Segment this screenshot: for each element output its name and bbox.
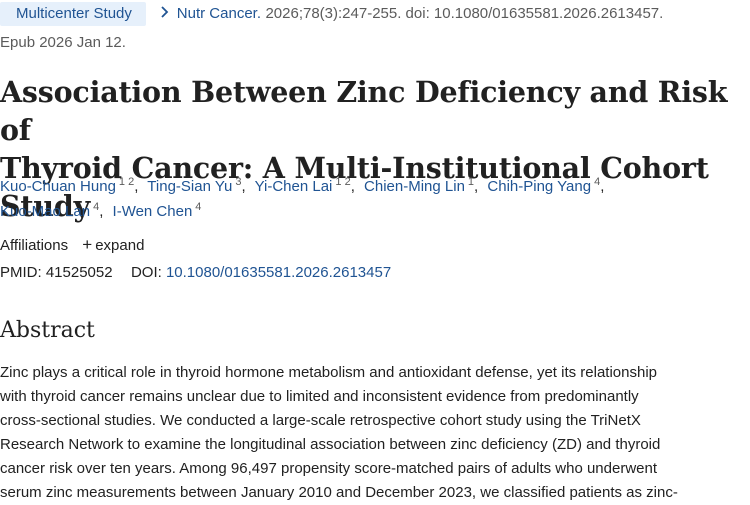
author-link[interactable]: Yi-Chen Lai: [254, 178, 333, 195]
pmid-value: 41525052: [45, 264, 113, 281]
abstract-heading: Abstract: [0, 318, 95, 343]
abstract-line: Research Network to examine the longitud…: [0, 436, 661, 453]
article-title-line: Thyroid Cancer: A Multi-Institutional Co…: [0, 151, 709, 223]
abstract-line: Zinc plays a critical role in thyroid ho…: [0, 364, 657, 381]
publication-type-badge[interactable]: Multicenter Study: [0, 2, 146, 26]
author-list-line: Kuo-Chuan Hung 1 2, Ting-Sian Yu 3, Yi-Che…: [0, 176, 605, 195]
author-link[interactable]: Ting-Sian Yu: [147, 178, 233, 195]
article-identifiers: PMID: 41525052 DOI: 10.1080/01635581.202…: [0, 264, 391, 281]
affiliations-label: Affiliations: [0, 237, 69, 254]
affiliation-refs[interactable]: 4: [195, 201, 202, 213]
author-link[interactable]: I-Wen Chen: [112, 203, 193, 220]
doi-link[interactable]: 10.1080/01635581.2026.2613457: [165, 264, 392, 281]
affiliations-toggle[interactable]: Affiliations + expand: [0, 235, 144, 255]
abstract-text: Zinc plays a critical role in thyroid ho…: [0, 361, 740, 505]
doi-label: DOI:: [130, 264, 162, 281]
author-link[interactable]: Chien-Ming Lin: [364, 178, 465, 195]
chevron-right-icon: [161, 6, 169, 18]
affiliation-refs[interactable]: 4: [594, 176, 601, 188]
affiliation-refs[interactable]: 1 2: [118, 176, 135, 188]
affiliation-refs[interactable]: 1 2: [335, 176, 351, 188]
expand-button[interactable]: expand: [95, 237, 145, 254]
journal-link[interactable]: Nutr Cancer.: [176, 5, 261, 22]
author-link[interactable]: Chih-Ping Yang: [487, 178, 592, 195]
epub-date: Epub 2026 Jan 12.: [0, 34, 126, 51]
article-title-line: Association Between Zinc Deficiency and …: [0, 75, 728, 147]
abstract-line: cross-sectional studies. We conducted a …: [0, 412, 641, 429]
author-link[interactable]: Kuo-Chuan Hung: [0, 178, 116, 195]
author-link[interactable]: Kuo-Mao Lan: [0, 203, 91, 220]
affiliation-refs[interactable]: 3: [235, 176, 242, 188]
author-list-line: Kuo-Mao Lan 4, I-Wen Chen 4: [0, 201, 202, 220]
citation-line: Multicenter Study Nutr Cancer. 2026;78(3…: [0, 2, 663, 26]
article-title: Association Between Zinc Deficiency and …: [0, 73, 740, 225]
pmid-label: PMID:: [0, 264, 42, 281]
abstract-line: cancer risk over ten years. Among 96,497…: [0, 460, 658, 477]
affiliation-refs[interactable]: 1: [467, 176, 475, 188]
plus-icon[interactable]: +: [82, 235, 93, 254]
abstract-line: with thyroid cancer remains unclear due …: [0, 388, 639, 405]
citation-details: 2026;78(3):247-255. doi: 10.1080/0163558…: [265, 5, 664, 22]
abstract-line: serum zinc measurements between January …: [0, 484, 678, 501]
affiliation-refs[interactable]: 4: [93, 201, 100, 213]
